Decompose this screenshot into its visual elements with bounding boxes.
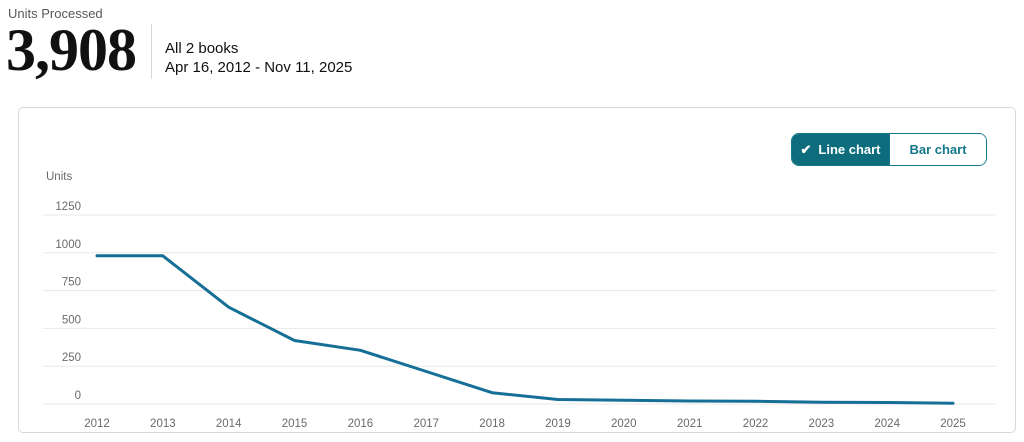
y-tick-label: 250 bbox=[62, 352, 81, 364]
chart-card: ✔ Line chart Bar chart 0 250 500 750 1000 125… bbox=[18, 107, 1016, 433]
date-range: Apr 16, 2012 - Nov 11, 2025 bbox=[165, 59, 353, 76]
bar-chart-button[interactable]: Bar chart bbox=[889, 134, 986, 165]
line-chart-label: Line chart bbox=[818, 142, 881, 157]
chart-line-series bbox=[95, 254, 955, 405]
x-tick-label: 2023 bbox=[809, 418, 835, 430]
x-tick-label: 2015 bbox=[282, 418, 308, 430]
x-tick-label: 2024 bbox=[874, 418, 900, 430]
x-tick-label: 2017 bbox=[413, 418, 439, 430]
x-tick-label: 2016 bbox=[348, 418, 374, 430]
bar-chart-label: Bar chart bbox=[909, 142, 967, 157]
page-title: Units Processed bbox=[8, 6, 103, 21]
y-tick-label: 1250 bbox=[55, 201, 81, 213]
x-tick-label: 2022 bbox=[743, 418, 769, 430]
x-tick-label: 2019 bbox=[545, 418, 571, 430]
kpi-total-units: 3,908 bbox=[6, 17, 137, 83]
y-tick-label: 1000 bbox=[55, 239, 81, 251]
books-scope: All 2 books bbox=[165, 40, 239, 57]
x-tick-label: 2018 bbox=[479, 418, 505, 430]
divider bbox=[151, 24, 152, 79]
y-tick-label: 750 bbox=[62, 277, 81, 289]
units-line-chart[interactable]: 0 250 500 750 1000 1250 Units 2012 2013 2014 2015 2… bbox=[19, 108, 1015, 432]
y-tick-label: 0 bbox=[75, 390, 81, 402]
y-axis-label: Units bbox=[46, 171, 72, 183]
report-header: Units Processed 3,908 All 2 books Apr 16… bbox=[6, 6, 353, 83]
y-tick-label: 500 bbox=[62, 314, 81, 326]
x-tick-label: 2014 bbox=[216, 418, 242, 430]
x-tick-label: 2020 bbox=[611, 418, 637, 430]
x-tick-label: 2012 bbox=[84, 418, 110, 430]
chart-type-toggle: ✔ Line chart Bar chart bbox=[791, 133, 987, 166]
line-chart-button[interactable]: ✔ Line chart bbox=[792, 134, 889, 165]
x-tick-label: 2021 bbox=[677, 418, 703, 430]
check-icon: ✔ bbox=[800, 142, 812, 157]
x-tick-label: 2025 bbox=[940, 418, 966, 430]
x-tick-label: 2013 bbox=[150, 418, 176, 430]
